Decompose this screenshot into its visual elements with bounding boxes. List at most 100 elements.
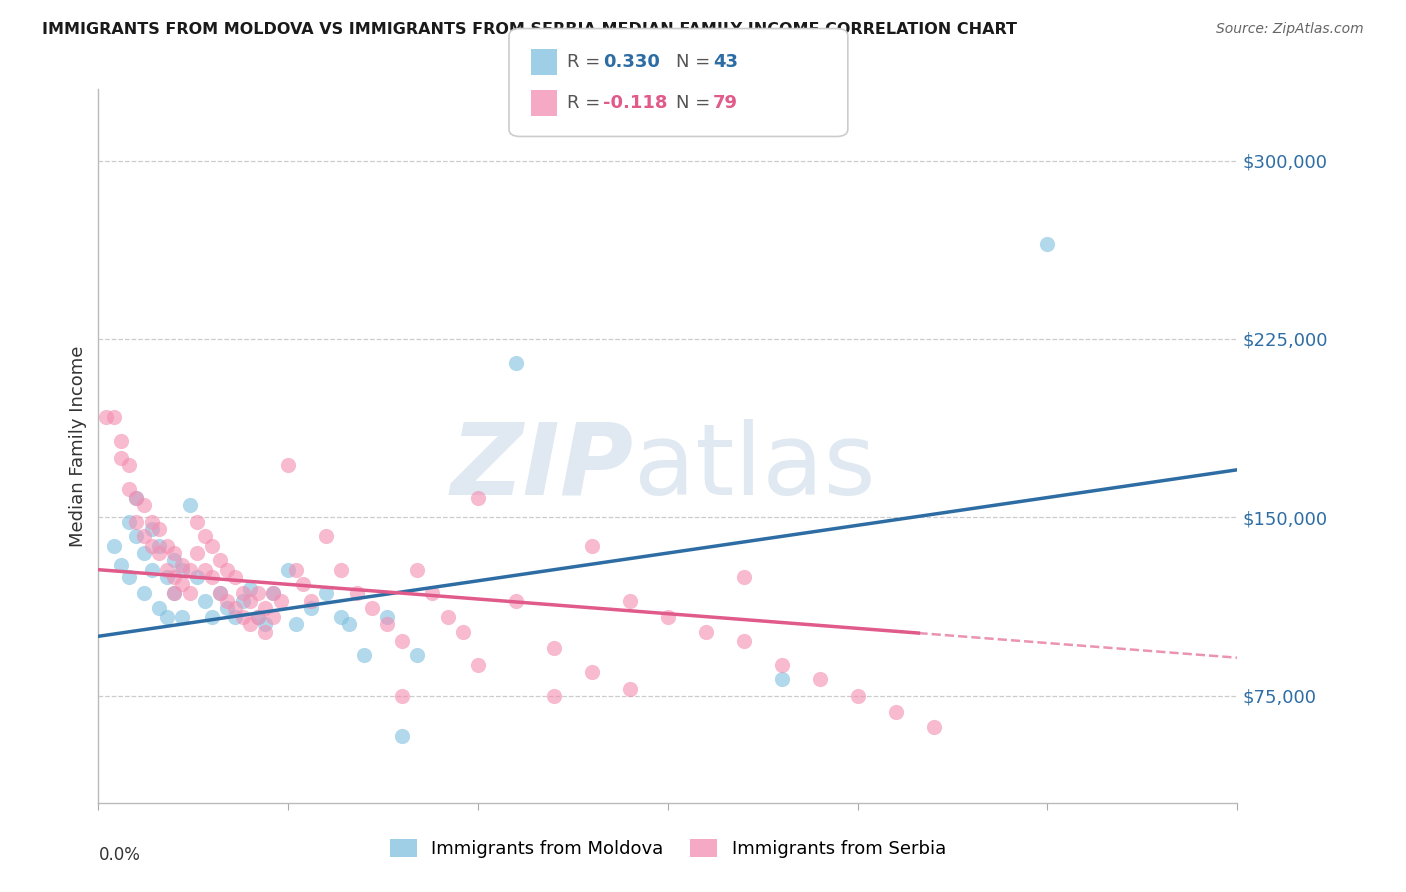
Point	[543, 641, 565, 656]
Point	[505, 593, 527, 607]
Point	[451, 624, 474, 639]
Point	[657, 610, 679, 624]
Point	[284, 617, 307, 632]
Point	[224, 610, 246, 624]
Point	[170, 610, 193, 624]
Point	[163, 586, 186, 600]
Legend: Immigrants from Moldova, Immigrants from Serbia: Immigrants from Moldova, Immigrants from…	[389, 838, 946, 858]
Point	[110, 558, 132, 572]
Point	[375, 610, 398, 624]
Point	[156, 539, 179, 553]
Point	[922, 720, 945, 734]
Point	[170, 563, 193, 577]
Point	[846, 689, 869, 703]
Point	[299, 593, 322, 607]
Text: R =: R =	[567, 53, 606, 70]
Point	[201, 610, 224, 624]
Point	[141, 539, 163, 553]
Text: IMMIGRANTS FROM MOLDOVA VS IMMIGRANTS FROM SERBIA MEDIAN FAMILY INCOME CORRELATI: IMMIGRANTS FROM MOLDOVA VS IMMIGRANTS FR…	[42, 22, 1017, 37]
Point	[391, 729, 413, 743]
Point	[148, 522, 170, 536]
Point	[270, 593, 292, 607]
Point	[315, 586, 337, 600]
Point	[330, 610, 353, 624]
Point	[217, 600, 239, 615]
Point	[194, 563, 217, 577]
Point	[217, 593, 239, 607]
Text: -0.118: -0.118	[603, 95, 668, 112]
Text: Source: ZipAtlas.com: Source: ZipAtlas.com	[1216, 22, 1364, 37]
Point	[163, 546, 186, 560]
Point	[262, 586, 284, 600]
Point	[179, 499, 201, 513]
Point	[141, 563, 163, 577]
Point	[179, 563, 201, 577]
Point	[118, 482, 141, 496]
Point	[186, 515, 208, 529]
Point	[208, 586, 231, 600]
Point	[239, 582, 262, 596]
Point	[770, 672, 793, 686]
Point	[208, 553, 231, 567]
Point	[1036, 236, 1059, 251]
Text: ZIP: ZIP	[451, 419, 634, 516]
Point	[406, 563, 429, 577]
Point	[695, 624, 717, 639]
Point	[141, 515, 163, 529]
Point	[118, 570, 141, 584]
Point	[254, 600, 277, 615]
Point	[132, 586, 155, 600]
Point	[103, 410, 125, 425]
Point	[186, 546, 208, 560]
Point	[118, 515, 141, 529]
Point	[201, 570, 224, 584]
Point	[217, 563, 239, 577]
Point	[284, 563, 307, 577]
Point	[346, 586, 368, 600]
Point	[110, 450, 132, 465]
Point	[148, 600, 170, 615]
Point	[132, 546, 155, 560]
Point	[232, 593, 254, 607]
Point	[360, 600, 382, 615]
Point	[246, 610, 269, 624]
Point	[581, 539, 603, 553]
Point	[436, 610, 458, 624]
Point	[148, 539, 170, 553]
Point	[619, 593, 641, 607]
Point	[467, 491, 489, 506]
Point	[406, 648, 429, 663]
Point	[619, 681, 641, 696]
Point	[277, 563, 299, 577]
Point	[375, 617, 398, 632]
Point	[581, 665, 603, 679]
Point	[125, 491, 148, 506]
Point	[125, 515, 148, 529]
Point	[179, 586, 201, 600]
Point	[132, 529, 155, 543]
Point	[94, 410, 117, 425]
Point	[170, 577, 193, 591]
Point	[208, 586, 231, 600]
Point	[224, 570, 246, 584]
Text: 43: 43	[713, 53, 738, 70]
Text: 0.330: 0.330	[603, 53, 659, 70]
Point	[156, 610, 179, 624]
Point	[330, 563, 353, 577]
Point	[224, 600, 246, 615]
Point	[141, 522, 163, 536]
Point	[232, 610, 254, 624]
Point	[391, 634, 413, 648]
Point	[194, 593, 217, 607]
Point	[186, 570, 208, 584]
Text: 0.0%: 0.0%	[98, 846, 141, 863]
Point	[505, 356, 527, 370]
Text: R =: R =	[567, 95, 606, 112]
Y-axis label: Median Family Income: Median Family Income	[69, 345, 87, 547]
Point	[103, 539, 125, 553]
Point	[246, 610, 269, 624]
Text: N =: N =	[676, 95, 716, 112]
Point	[132, 499, 155, 513]
Point	[232, 586, 254, 600]
Point	[422, 586, 444, 600]
